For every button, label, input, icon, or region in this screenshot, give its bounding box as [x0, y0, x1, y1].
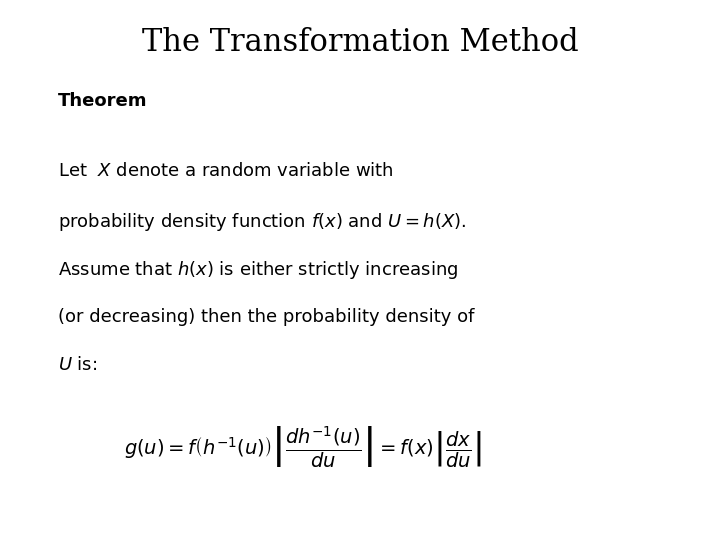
Text: probability density function $f(x)$ and $U = h(X)$.: probability density function $f(x)$ and … — [58, 211, 466, 233]
Text: The Transformation Method: The Transformation Method — [142, 27, 578, 58]
Text: Assume that $h(x)$ is either strictly increasing: Assume that $h(x)$ is either strictly in… — [58, 259, 458, 281]
Text: $U$ is:: $U$ is: — [58, 356, 97, 374]
Text: (or decreasing) then the probability density of: (or decreasing) then the probability den… — [58, 308, 474, 326]
Text: Theorem: Theorem — [58, 92, 147, 110]
Text: Let  $X$ denote a random variable with: Let $X$ denote a random variable with — [58, 162, 393, 180]
Text: $g\left(u\right)= f\left(h^{-1}(u)\right)\left|\dfrac{dh^{-1}(u)}{du}\right| = f: $g\left(u\right)= f\left(h^{-1}(u)\right… — [124, 424, 481, 470]
